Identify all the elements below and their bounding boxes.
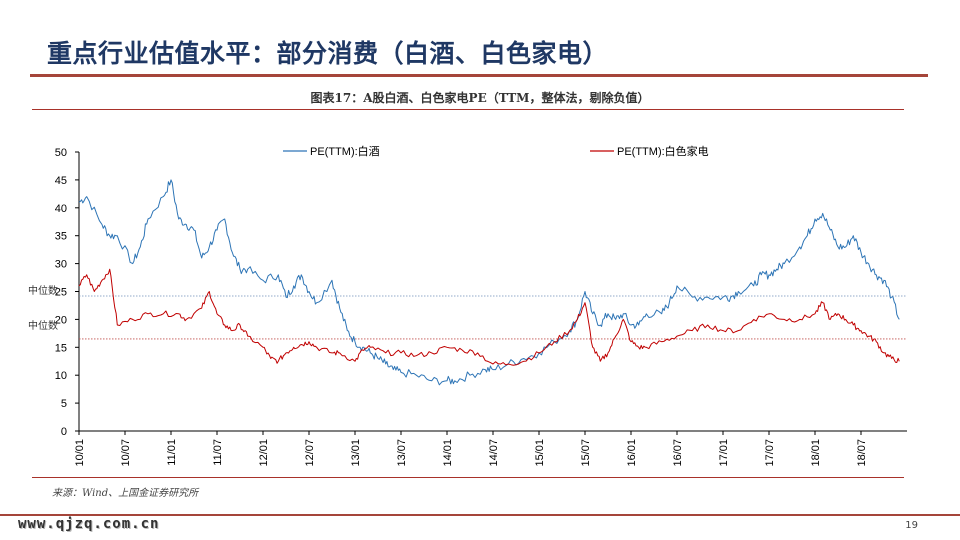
- x-tick-label: 18/07: [856, 439, 868, 467]
- y-tick-label: 25: [55, 287, 67, 299]
- source-rule: [32, 477, 904, 478]
- chart-source: 来源：Wind、上国金证券研究所: [52, 488, 199, 499]
- x-tick-label: 18/01: [810, 439, 822, 467]
- x-tick-label: 10/01: [74, 439, 86, 467]
- x-tick-label: 14/07: [488, 439, 500, 467]
- series-line: [78, 179, 900, 386]
- figure-caption: 图表17：A股白酒、白色家电PE（TTM，整体法，剔除负值）: [310, 91, 650, 105]
- y-tick-label: 20: [55, 314, 67, 326]
- y-tick-label: 30: [55, 259, 67, 271]
- y-tick-label: 45: [55, 175, 67, 187]
- y-tick-label: 40: [55, 203, 67, 215]
- median-label: 中位数: [28, 284, 58, 297]
- website-watermark: www.qjzq.com.cn: [18, 516, 160, 532]
- y-tick-label: 5: [61, 398, 67, 410]
- x-tick-label: 15/07: [580, 439, 592, 467]
- x-tick-label: 10/07: [120, 439, 132, 467]
- legend-label: PE(TTM):白酒: [310, 144, 380, 158]
- x-tick-label: 13/07: [396, 439, 408, 467]
- series-line: [78, 268, 900, 366]
- x-tick-label: 17/01: [718, 439, 730, 467]
- x-tick-label: 15/01: [534, 439, 546, 467]
- x-tick-label: 16/07: [672, 439, 684, 467]
- y-tick-label: 15: [55, 342, 67, 354]
- x-tick-label: 16/01: [626, 439, 638, 467]
- y-tick-label: 35: [55, 231, 67, 243]
- x-tick-label: 12/07: [304, 439, 316, 467]
- y-tick-label: 10: [55, 370, 67, 382]
- x-tick-label: 17/07: [764, 439, 776, 467]
- x-tick-label: 11/01: [166, 439, 178, 466]
- slide-title: 重点行业估值水平：部分消费（白酒、白色家电）: [47, 39, 609, 68]
- x-tick-label: 13/01: [350, 439, 362, 467]
- footer-rule: [0, 514, 960, 516]
- x-tick-label: 11/07: [212, 439, 224, 466]
- y-tick-label: 50: [55, 147, 67, 159]
- caption-rule-top: [32, 109, 904, 110]
- y-tick-label: 0: [61, 426, 67, 438]
- legend-label: PE(TTM):白色家电: [617, 144, 709, 158]
- x-tick-label: 12/01: [258, 439, 270, 467]
- title-underline: [30, 74, 928, 77]
- x-tick-label: 14/01: [442, 439, 454, 467]
- median-label: 中位数: [28, 319, 58, 332]
- page-number: 19: [905, 520, 918, 531]
